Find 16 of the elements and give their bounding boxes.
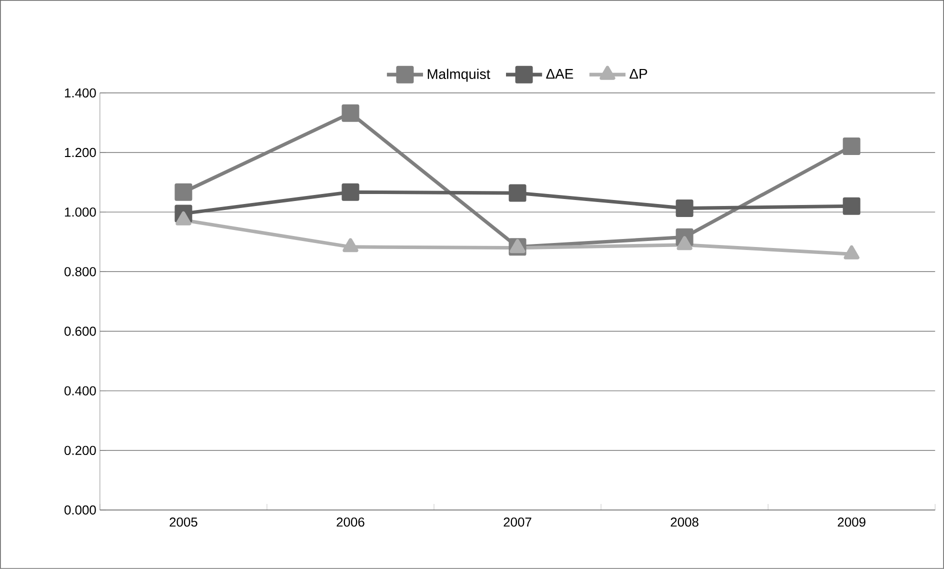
x-tick-label: 2007	[504, 518, 532, 527]
x-tick-label: 2009	[838, 518, 866, 527]
y-tick-label: 1.200	[64, 148, 96, 158]
x-tick-label: 2005	[170, 518, 198, 527]
x-tick-label: 2006	[336, 518, 364, 527]
y-tick-label: 0.800	[64, 267, 96, 276]
y-tick-label: 0.200	[64, 446, 96, 456]
legend-label: ΔAE	[546, 69, 574, 79]
y-tick-label: 1.400	[64, 88, 96, 98]
y-tick-label: 0.400	[64, 386, 96, 396]
x-tick-label: 2008	[670, 518, 698, 527]
y-tick-label: 0.600	[64, 326, 96, 336]
y-tick-label: 0.000	[64, 505, 96, 515]
legend-label: Malmquist	[428, 68, 490, 82]
legend-label: ΔP	[630, 69, 648, 79]
y-tick-label: 1.000	[64, 208, 96, 217]
